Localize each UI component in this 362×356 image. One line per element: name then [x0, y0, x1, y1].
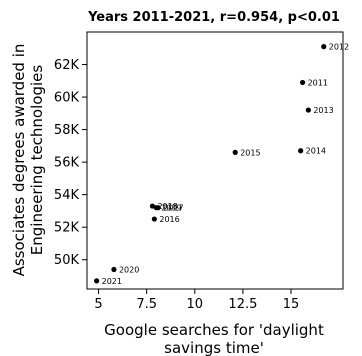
- y-tick-label: 58K: [54, 123, 80, 138]
- data-point-label: 2017: [163, 204, 183, 213]
- data-point-label: 2011: [308, 78, 328, 87]
- y-tick-label: 54K: [54, 188, 80, 203]
- data-point: [299, 79, 306, 86]
- x-axis-title-line-1: Google searches for 'daylight: [104, 321, 324, 339]
- x-tick-label: 15: [283, 297, 300, 312]
- data-point-label: 2018: [157, 202, 177, 211]
- y-axis: 50K 52K 54K 56K 58K 60K 62K: [54, 58, 87, 268]
- x-tick-label: 7.5: [136, 297, 157, 312]
- y-tick-label: 60K: [54, 91, 80, 106]
- data-point: [111, 266, 117, 273]
- data-point: [153, 205, 159, 211]
- y-axis-title-line-1: Associates degrees awarded in: [10, 44, 28, 277]
- data-point-label: 2019: [161, 204, 181, 213]
- data-point-label: 2016: [159, 215, 179, 224]
- data-point-label: 2021: [102, 277, 122, 286]
- data-point-label: 2014: [306, 147, 326, 156]
- data-point: [151, 216, 157, 222]
- data-point: [232, 149, 238, 155]
- y-axis-title-line-2: Engineering technologies: [28, 65, 46, 256]
- data-point: [321, 44, 327, 50]
- x-axis-title-line-2: savings time': [164, 339, 264, 356]
- x-tick-label: 10: [187, 297, 204, 312]
- x-axis: 5 7.5 10 12.5 15: [94, 289, 299, 312]
- y-tick-label: 62K: [54, 58, 80, 73]
- data-point-label: 2020: [119, 265, 139, 274]
- y-tick-label: 56K: [54, 156, 80, 171]
- y-tick-label: 52K: [54, 221, 80, 236]
- plot-frame: [86, 31, 344, 290]
- data-point: [305, 107, 311, 113]
- data-point-label: 2015: [240, 148, 260, 157]
- data-point-label: 2012: [329, 43, 349, 52]
- x-tick-label: 5: [94, 297, 102, 312]
- data-point: [94, 278, 100, 284]
- chart-title: Years 2011-2021, r=0.954, p<0.01: [87, 10, 340, 25]
- x-tick-label: 12.5: [228, 297, 257, 312]
- data-point-label: 2013: [313, 106, 333, 115]
- data-point: [298, 148, 304, 154]
- y-tick-label: 50K: [54, 253, 80, 268]
